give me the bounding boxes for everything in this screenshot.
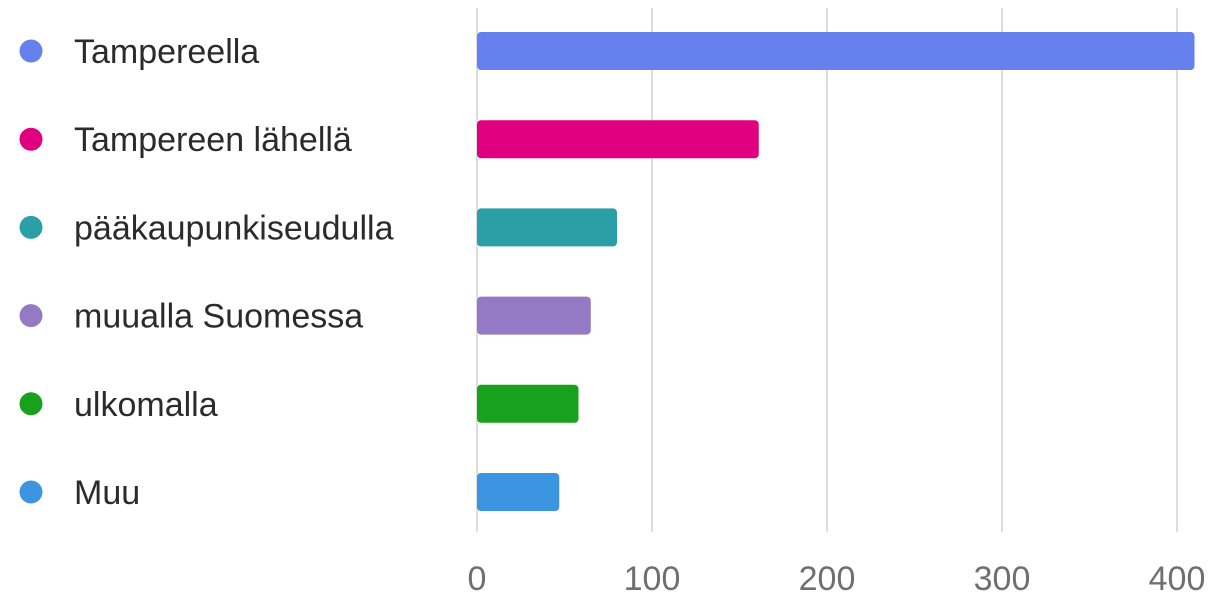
legend-marker [19, 480, 43, 504]
x-tick-label: 0 [468, 560, 487, 595]
bar-5[interactable] [477, 473, 560, 511]
legend-marker [19, 392, 43, 416]
legend-label[interactable]: ulkomalla [74, 386, 218, 424]
bar-3[interactable] [477, 296, 591, 335]
legend-marker [19, 304, 43, 328]
bar-0[interactable] [477, 32, 1195, 70]
legend-marker [19, 127, 43, 151]
legend-label[interactable]: Tampereen lähellä [74, 121, 352, 159]
legend-marker [19, 215, 43, 239]
x-tick-label: 300 [974, 560, 1031, 595]
bar-2[interactable] [477, 208, 617, 247]
legend-label[interactable]: muualla Suomessa [74, 298, 363, 336]
legend: Tampereella Tampereen lähellä pääkaupunkis… [19, 33, 394, 512]
x-axis-ticks: 0 100 200 300 400 [468, 560, 1206, 595]
x-tick-label: 400 [1149, 560, 1206, 595]
x-tick-label: 100 [624, 560, 681, 595]
legend-label[interactable]: pääkaupunkiseudulla [74, 209, 394, 247]
bar-4[interactable] [477, 384, 579, 423]
legend-label[interactable]: Muu [74, 474, 140, 512]
legend-marker [19, 39, 43, 63]
grid-lines [476, 8, 1178, 532]
legend-label[interactable]: Tampereella [74, 33, 259, 71]
bar-1[interactable] [477, 120, 759, 159]
x-tick-label: 200 [799, 560, 856, 595]
bars [477, 32, 1195, 511]
